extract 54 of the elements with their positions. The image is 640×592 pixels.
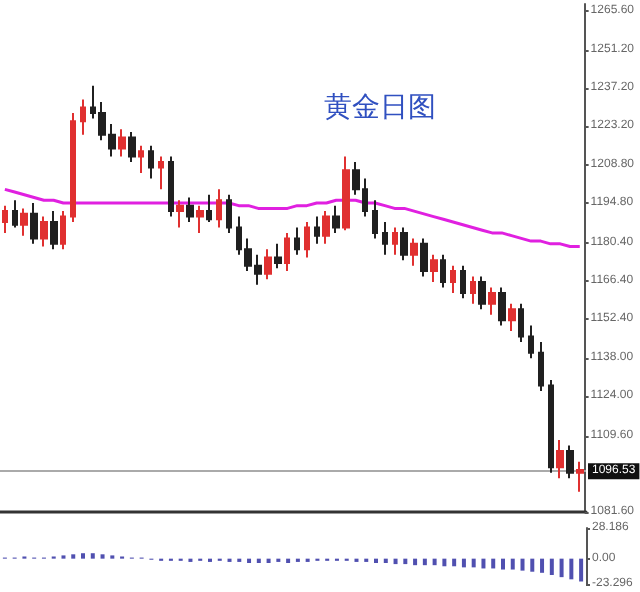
candlestick	[138, 144, 144, 174]
candlestick	[40, 215, 48, 248]
candlestick	[430, 253, 438, 283]
candlestick	[284, 231, 290, 273]
candlestick	[186, 196, 194, 224]
candlestick	[548, 379, 554, 474]
candlestick	[538, 340, 544, 392]
text: 黄金日图	[324, 92, 436, 124]
candlestick	[20, 207, 28, 237]
line-series	[3, 187, 582, 249]
candlestick	[322, 210, 330, 245]
candlestick	[410, 237, 418, 267]
candlestick	[216, 188, 222, 229]
candlestick	[460, 264, 466, 300]
candlestick	[498, 286, 506, 327]
candlestick	[556, 439, 564, 480]
candlestick	[528, 324, 534, 360]
candlestick	[148, 144, 154, 180]
candlestick	[450, 264, 456, 294]
candlestick	[440, 253, 446, 289]
candlestick	[80, 98, 86, 136]
candlestick	[382, 221, 388, 256]
candlestick	[400, 226, 408, 262]
candlestick	[264, 248, 272, 281]
candlestick	[118, 128, 126, 158]
candlestick	[226, 193, 232, 234]
candlestick	[206, 193, 212, 224]
candlestick	[70, 112, 76, 224]
candlestick	[392, 226, 398, 256]
candlestick	[50, 210, 58, 251]
candlestick	[420, 237, 428, 278]
candlestick	[470, 275, 476, 305]
candlestick	[488, 286, 496, 316]
candlestick	[168, 155, 174, 218]
candlestick	[12, 199, 18, 229]
candlestick	[576, 460, 584, 493]
candlestick	[274, 242, 282, 270]
candlestick	[304, 221, 310, 259]
candlestick	[332, 204, 340, 234]
candlestick	[196, 204, 204, 234]
candlestick	[518, 302, 524, 343]
candlestick	[158, 155, 164, 191]
candlestick	[566, 444, 574, 480]
candlestick	[478, 275, 486, 311]
candlestick	[128, 131, 136, 164]
candlestick	[2, 204, 8, 234]
candlestick	[60, 210, 66, 251]
candlestick	[176, 199, 184, 229]
candlestick	[314, 215, 320, 245]
candlestick	[30, 201, 38, 245]
candlestick	[342, 155, 350, 232]
candlestick	[508, 302, 516, 333]
candlestick	[372, 199, 378, 240]
candlestick	[294, 226, 300, 256]
